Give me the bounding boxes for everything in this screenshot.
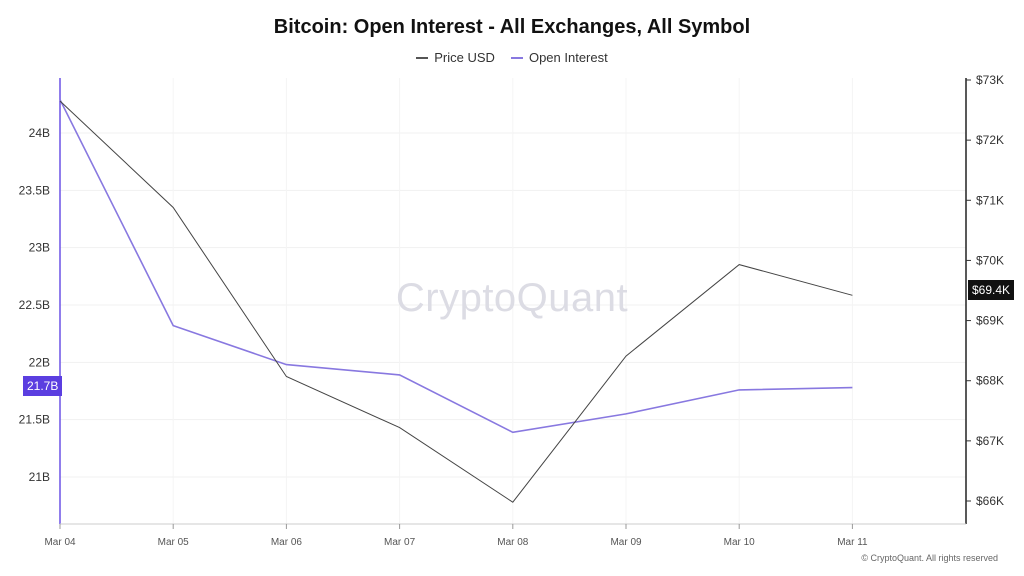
y-left-tick-label: 21.5B	[19, 413, 50, 427]
series-lines	[59, 99, 853, 503]
y-left-tick-label: 21B	[29, 470, 50, 484]
y-right-tick-label: $67K	[976, 434, 1004, 448]
y-left-tick-label: 24B	[29, 126, 50, 140]
y-right-tick-label: $68K	[976, 374, 1004, 388]
legend: Price USD Open Interest	[0, 50, 1024, 65]
gridlines	[60, 78, 966, 524]
legend-item-open-interest[interactable]: Open Interest	[510, 50, 608, 65]
y-right-tick-label: $72K	[976, 133, 1004, 147]
legend-item-price[interactable]: Price USD	[416, 50, 495, 65]
y-left-tick-label: 22.5B	[19, 298, 50, 312]
y-right-tick-label: $71K	[976, 193, 1004, 207]
left-axis-ticks: 21B 21.5B 22B 22.5B 23B 23.5B 24B	[19, 126, 50, 484]
y-right-tick-label: $73K	[976, 73, 1004, 87]
series-line-price-usd	[59, 100, 853, 503]
x-tick-label: Mar 04	[44, 537, 76, 548]
legend-swatch-price	[416, 56, 429, 59]
legend-label-open-interest: Open Interest	[528, 50, 608, 65]
right-axis-ticks: $66K $67K $68K $69K $70K $71K $72K $73K	[966, 73, 1004, 508]
x-tick-label: Mar 06	[271, 537, 303, 548]
x-tick-label: Mar 05	[158, 537, 190, 548]
x-tick-label: Mar 09	[610, 537, 642, 548]
legend-label-price: Price USD	[434, 50, 495, 65]
x-tick-label: Mar 07	[384, 537, 416, 548]
x-tick-label: Mar 08	[497, 537, 529, 548]
series-line-open-interest	[59, 99, 853, 434]
legend-swatch-open-interest	[510, 56, 523, 59]
y-left-tick-label: 22B	[29, 355, 50, 369]
y-right-tick-label: $66K	[976, 494, 1004, 508]
current-price-badge: $69.4K	[968, 280, 1015, 300]
current-open-interest-badge: 21.7B	[23, 376, 63, 396]
y-right-tick-label: $69K	[976, 314, 1004, 328]
x-tick-label: Mar 11	[837, 537, 868, 548]
x-tick-label: Mar 10	[724, 537, 756, 548]
watermark: CryptoQuant	[395, 276, 629, 320]
y-right-tick-label: $70K	[976, 253, 1004, 267]
copyright-notice: © CryptoQuant. All rights reserved	[861, 553, 998, 563]
x-axis-ticks: Mar 04 Mar 05 Mar 06 Mar 07 Mar 08 Mar 09 Mar …	[44, 524, 868, 548]
y-left-tick-label: 23B	[29, 241, 50, 255]
chart-title: Bitcoin: Open Interest - All Exchanges, …	[273, 16, 751, 38]
y-left-tick-label: 23.5B	[19, 183, 50, 197]
